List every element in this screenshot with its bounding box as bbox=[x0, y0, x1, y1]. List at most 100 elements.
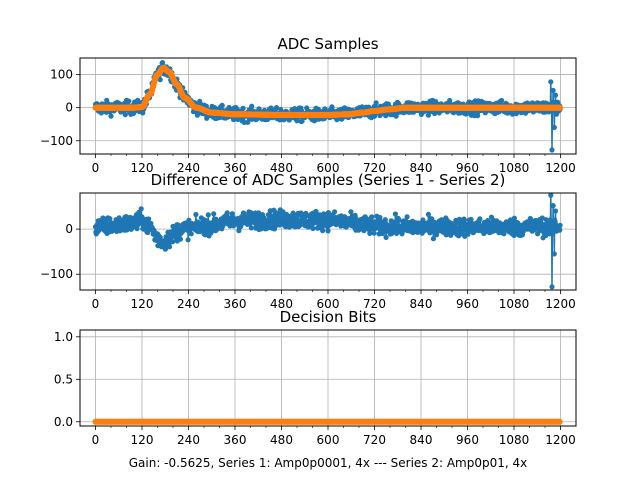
data-point bbox=[548, 193, 554, 198]
y-tick-label: −100 bbox=[40, 267, 73, 281]
data-point bbox=[146, 216, 152, 222]
x-tick-label: 1200 bbox=[545, 433, 576, 447]
data-point bbox=[193, 211, 199, 218]
series-series-2 bbox=[92, 418, 563, 425]
decision-bits-panel: Decision Bits 0 120 240 360 480 600 720 840 960 1… bbox=[54, 308, 577, 470]
data-point bbox=[382, 217, 388, 223]
data-point bbox=[430, 236, 436, 242]
data-point bbox=[539, 215, 545, 221]
x-tick-label: 120 bbox=[131, 161, 154, 175]
x-tick-label: 120 bbox=[131, 297, 154, 311]
y-tick-label: 0.0 bbox=[54, 415, 73, 429]
data-point bbox=[392, 211, 398, 217]
data-point bbox=[461, 217, 467, 223]
data-point bbox=[383, 234, 389, 240]
data-point bbox=[107, 216, 113, 222]
x-tick-label: 0 bbox=[92, 433, 100, 447]
x-tick-label: 1200 bbox=[545, 297, 576, 311]
data-point bbox=[477, 216, 483, 222]
data-point bbox=[499, 97, 505, 104]
x-tick-label: 360 bbox=[224, 297, 247, 311]
series-difference bbox=[92, 193, 563, 290]
data-point bbox=[552, 208, 559, 214]
x-tick-label: 1080 bbox=[499, 161, 530, 175]
data-point bbox=[429, 216, 435, 222]
data-point bbox=[126, 98, 132, 104]
data-point bbox=[273, 105, 280, 111]
x-tick-label: 0 bbox=[92, 161, 100, 175]
data-point bbox=[188, 231, 194, 237]
data-point bbox=[371, 230, 377, 236]
x-tick-label: 360 bbox=[224, 433, 247, 447]
data-point bbox=[166, 244, 173, 250]
data-point bbox=[549, 147, 555, 153]
data-point bbox=[157, 77, 163, 83]
data-point bbox=[404, 214, 410, 220]
data-point bbox=[377, 214, 383, 221]
data-point bbox=[557, 104, 564, 111]
x-tick-label: 480 bbox=[270, 433, 293, 447]
panel-title: ADC Samples bbox=[277, 35, 378, 53]
data-point bbox=[231, 116, 237, 123]
x-tick-label: 840 bbox=[410, 297, 433, 311]
data-point bbox=[511, 215, 517, 221]
panel-title: Difference of ADC Samples (Series 1 - Se… bbox=[151, 171, 506, 189]
data-point bbox=[549, 284, 555, 290]
data-point bbox=[299, 118, 305, 124]
x-tick-label: 600 bbox=[317, 433, 340, 447]
data-point bbox=[278, 106, 284, 113]
data-point bbox=[124, 227, 130, 233]
data-point bbox=[234, 106, 240, 113]
data-point bbox=[465, 231, 471, 237]
x-tick-label: 720 bbox=[363, 161, 386, 175]
y-tick-label: 0 bbox=[65, 101, 73, 115]
x-tick-label: 1080 bbox=[499, 433, 530, 447]
x-tick-label: 480 bbox=[270, 297, 293, 311]
data-point bbox=[369, 214, 375, 220]
data-point bbox=[552, 92, 559, 98]
x-tick-label: 720 bbox=[363, 433, 386, 447]
data-point bbox=[367, 230, 373, 236]
data-point bbox=[556, 418, 563, 425]
data-point bbox=[122, 112, 128, 118]
x-tick-label: 240 bbox=[177, 297, 200, 311]
data-point bbox=[396, 217, 402, 223]
data-point bbox=[551, 124, 557, 131]
data-point bbox=[219, 102, 225, 108]
data-point bbox=[224, 210, 230, 216]
x-tick-label: 240 bbox=[177, 433, 200, 447]
data-point bbox=[348, 209, 354, 215]
x-tick-label: 0 bbox=[92, 297, 100, 311]
data-point bbox=[548, 79, 554, 85]
data-point bbox=[320, 228, 326, 234]
x-tick-label: 600 bbox=[317, 161, 340, 175]
x-tick-label: 960 bbox=[456, 433, 479, 447]
data-point bbox=[325, 228, 331, 234]
panel-title: Decision Bits bbox=[280, 308, 377, 326]
x-tick-label: 240 bbox=[177, 161, 200, 175]
data-point bbox=[425, 211, 431, 217]
x-tick-label: 120 bbox=[131, 433, 154, 447]
data-point bbox=[177, 236, 183, 242]
data-point bbox=[557, 227, 563, 233]
series-series-2 bbox=[92, 64, 564, 118]
data-point bbox=[310, 225, 316, 232]
y-tick-label: −100 bbox=[40, 134, 73, 148]
data-point bbox=[363, 215, 369, 221]
data-point bbox=[211, 211, 217, 217]
y-tick-label: 1.0 bbox=[54, 330, 73, 344]
data-point bbox=[248, 225, 254, 231]
data-point bbox=[245, 119, 251, 125]
data-point bbox=[550, 203, 556, 209]
x-tick-label: 840 bbox=[410, 433, 433, 447]
data-point bbox=[373, 100, 379, 106]
data-point bbox=[185, 237, 191, 243]
data-point bbox=[468, 216, 474, 223]
data-point bbox=[138, 206, 144, 212]
data-point bbox=[139, 214, 145, 220]
data-point bbox=[557, 222, 563, 228]
difference-panel: Difference of ADC Samples (Series 1 - Se… bbox=[40, 171, 577, 311]
data-point bbox=[240, 105, 246, 111]
data-point bbox=[186, 217, 192, 223]
